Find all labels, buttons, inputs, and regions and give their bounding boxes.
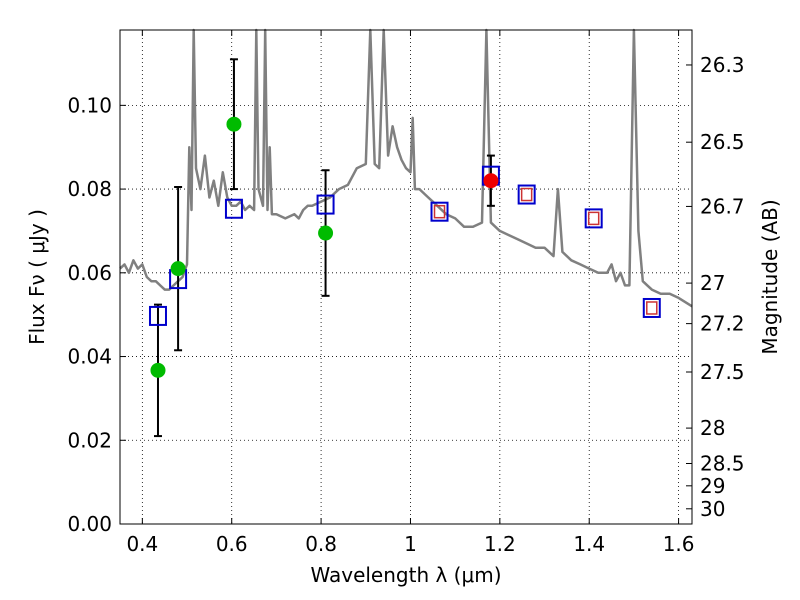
model-band-square: [148, 305, 167, 326]
observed-point: [318, 225, 334, 241]
x-tick-label: 1: [404, 532, 417, 556]
data-points-layer: [148, 58, 661, 438]
y-tick-label: 0.08: [67, 177, 112, 201]
model-band-square: [430, 201, 449, 222]
model-band-inner-square: [520, 187, 533, 202]
observed-point: [150, 362, 166, 378]
model-band-square: [517, 184, 536, 205]
right-tick-label: 28: [700, 416, 725, 440]
grid: [120, 30, 692, 524]
x-axis-label: Wavelength λ (μm): [310, 563, 501, 587]
observed-point: [170, 261, 186, 277]
right-tick-label: 28.5: [700, 451, 745, 475]
right-tick-label: 27: [700, 271, 725, 295]
x-tick-label: 0.8: [305, 532, 337, 556]
detection-point: [483, 173, 499, 189]
model-band-square: [642, 297, 661, 318]
y-tick-label: 0.02: [67, 428, 112, 452]
model-band-inner-square: [433, 204, 446, 219]
y-tick-label: 0.10: [67, 93, 112, 117]
y-axis-label: Flux Fν ( μJy ): [25, 209, 49, 345]
y-axis-right-label: Magnitude (AB): [758, 199, 782, 354]
model-band-inner-square: [646, 301, 658, 315]
x-tick-label: 1.4: [573, 532, 605, 556]
right-tick-label: 29: [700, 474, 725, 498]
ticks: [120, 30, 692, 525]
right-tick-label: 26.3: [700, 53, 745, 77]
tick-labels: 0.4 0.6 0.8 1 1.2 1.4 1.6 0.00 0.02 0.04 0.06 0.08 0…: [67, 53, 744, 556]
right-tick-label: 26.5: [700, 130, 745, 154]
x-tick-label: 1.2: [484, 532, 516, 556]
observed-point: [226, 116, 242, 132]
y-tick-label: 0.06: [67, 261, 112, 285]
right-tick-label: 27.2: [700, 312, 745, 336]
model-band-square: [224, 198, 243, 219]
right-tick-label: 26.7: [700, 194, 745, 218]
right-tick-label: 27.5: [700, 360, 745, 384]
x-tick-label: 0.4: [126, 532, 158, 556]
model-sed-line: [119, 28, 693, 308]
model-sed-layer: [119, 28, 693, 308]
y-tick-label: 0.00: [67, 512, 112, 536]
model-band-inner-square: [587, 211, 600, 226]
x-tick-label: 0.6: [216, 532, 248, 556]
model-band-square: [316, 194, 335, 215]
x-tick-label: 1.6: [663, 532, 695, 556]
right-tick-label: 30: [700, 497, 725, 521]
plot-frame: [119, 29, 693, 525]
model-band-square: [584, 208, 603, 229]
y-tick-label: 0.04: [67, 345, 112, 369]
